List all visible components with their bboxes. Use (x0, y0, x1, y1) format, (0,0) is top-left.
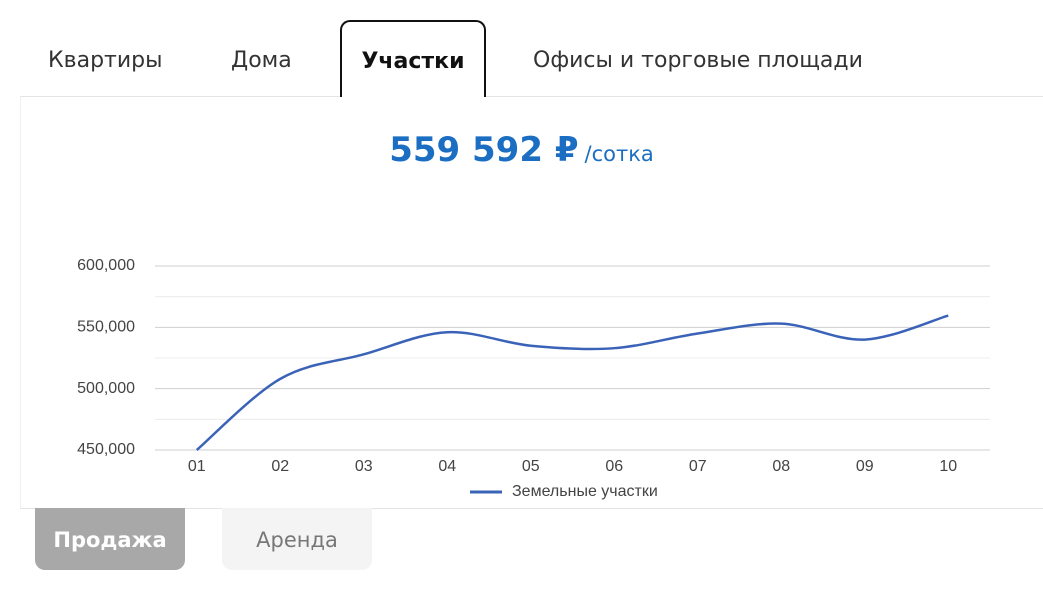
button[interactable]: Продажа (35, 508, 185, 570)
line (195, 314, 949, 451)
x-tick-label: 03 (355, 458, 373, 475)
x-tick-label: 05 (522, 458, 540, 475)
button[interactable]: Аренда (222, 508, 372, 570)
y-tick-label: 550,000 (77, 319, 135, 336)
tab[interactable]: Офисы и торговые площади (533, 48, 863, 73)
x-tick-label: 07 (689, 458, 707, 475)
x-tick-label: 08 (772, 458, 790, 475)
x-tick-label: 06 (605, 458, 623, 475)
y-tick-label: 450,000 (77, 441, 135, 458)
price-amount: 559 592 ₽ (389, 130, 579, 170)
tab[interactable]: Квартиры (48, 48, 163, 73)
tab[interactable]: Дома (231, 48, 292, 73)
price: 559 592 ₽/сотка (0, 130, 1043, 170)
price-unit: /сотка (584, 142, 654, 166)
x-tick-label: 02 (271, 458, 289, 475)
x-tick-label: 09 (856, 458, 874, 475)
tab[interactable]: Участки (340, 20, 486, 97)
y-tick-label: 600,000 (77, 257, 135, 274)
chart-panel (20, 96, 1043, 509)
legend-label: Земельные участки (512, 483, 658, 500)
y-tick-label: 500,000 (77, 380, 135, 397)
x-tick-label: 04 (438, 458, 456, 475)
x-tick-label: 01 (188, 458, 206, 475)
x-tick-label: 10 (939, 458, 957, 475)
